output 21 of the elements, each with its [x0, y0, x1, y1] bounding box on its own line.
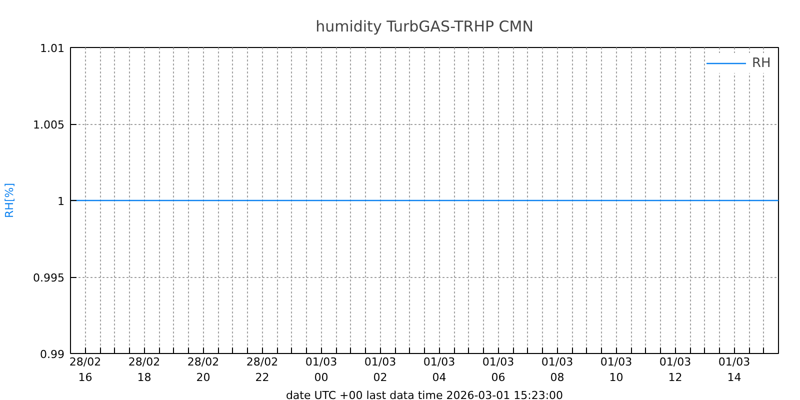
y-axis-title: RH[%]	[3, 183, 16, 218]
y-tick-label: 0.99	[40, 348, 65, 361]
y-tick-label: 1.01	[40, 42, 65, 55]
x-tick-label: 01/03 08	[541, 356, 574, 384]
y-tick-label: 0.995	[33, 272, 65, 284]
x-tick-label: 01/03 10	[600, 356, 632, 384]
chart-title: humidity TurbGAS-TRHP CMN	[316, 18, 534, 36]
x-tick-label: 01/03 12	[659, 356, 692, 384]
x-tick-label: 01/03 06	[482, 356, 514, 384]
x-tick-label: 01/03 00	[305, 356, 338, 384]
y-tick-label: 1	[58, 195, 64, 208]
x-axis-title: date UTC +00 last data time 2026-03-01 15:23:00	[286, 389, 564, 400]
x-tick-label: 28/02 16	[69, 356, 102, 384]
x-tick-label: 01/03 04	[423, 356, 456, 384]
x-tick-label: 28/02 20	[187, 356, 220, 384]
x-tick-label: 01/03 02	[364, 356, 396, 384]
y-tick-label: 1.005	[33, 118, 65, 132]
x-tick-label: 01/03 14	[718, 356, 750, 384]
legend-label: RH	[752, 56, 772, 70]
x-tick-label: 28/02 22	[246, 356, 278, 384]
x-tick-label: 28/02 18	[128, 356, 160, 384]
